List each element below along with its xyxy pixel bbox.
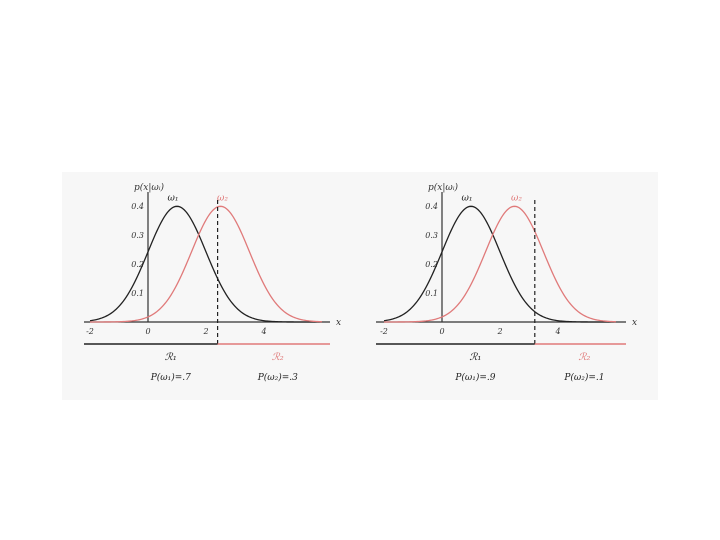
y-tick-label: 0.2: [425, 260, 438, 269]
region-2-label: ℛ₂: [272, 352, 284, 363]
y-tick-label: 0.3: [131, 231, 144, 240]
x-tick-label: 0: [439, 327, 444, 336]
x-tick-label: 4: [260, 327, 266, 336]
chart-panel-2: -2 0 2 4 x 0.4 0.3 0.2 0.1 p(x|ωᵢ)ω₁ ω₂ ℛ₁ ℛ₂ P(ω₁)=.…: [376, 182, 637, 383]
y-axis-label: p(x|ωᵢ): [134, 182, 165, 193]
prior-1-label: P(ω₁)=.7: [150, 372, 191, 383]
x-tick-label: 2: [496, 327, 502, 336]
series-curve-1: [89, 205, 322, 323]
region-1-label: ℛ₁: [469, 352, 481, 363]
series-curve-2: [89, 205, 323, 323]
y-tick-label: 0.4: [131, 202, 144, 211]
region-1-label: ℛ₁: [165, 352, 177, 363]
x-axis-label: x: [336, 318, 341, 328]
series-curve-2: [383, 205, 617, 323]
x-tick-label: 0: [145, 327, 150, 336]
x-tick-label: 2: [202, 327, 208, 336]
series-label-1: ω₁: [168, 193, 179, 203]
y-tick-label: 0.1: [131, 289, 144, 298]
x-tick-label: -2: [380, 327, 388, 336]
series-curve-1: [383, 205, 616, 323]
y-tick-label: 0.2: [131, 260, 144, 269]
x-tick-label: -2: [86, 327, 94, 336]
x-axis-label: x: [632, 318, 637, 328]
y-tick-label: 0.4: [425, 202, 438, 211]
series-label-1: ω₁: [462, 193, 473, 203]
y-tick-label: 0.3: [425, 231, 438, 240]
y-tick-label: 0.1: [425, 289, 438, 298]
prior-1-label: P(ω₁)=.9: [454, 372, 495, 383]
prior-2-label: P(ω₂)=.3: [257, 372, 298, 383]
series-label-2: ω₂: [217, 193, 228, 203]
region-2-label: ℛ₂: [578, 352, 590, 363]
x-tick-label: 4: [554, 327, 560, 336]
chart-panel-1: -2 0 2 4 x 0.4 0.3 0.2 0.1 p(x|ωᵢ)ω₁ ω₂ ℛ₁ ℛ₂ P(ω₁)=.…: [84, 182, 341, 383]
y-axis-label: p(x|ωᵢ): [428, 182, 459, 193]
prior-2-label: P(ω₂)=.1: [563, 372, 604, 383]
series-label-2: ω₂: [511, 193, 522, 203]
